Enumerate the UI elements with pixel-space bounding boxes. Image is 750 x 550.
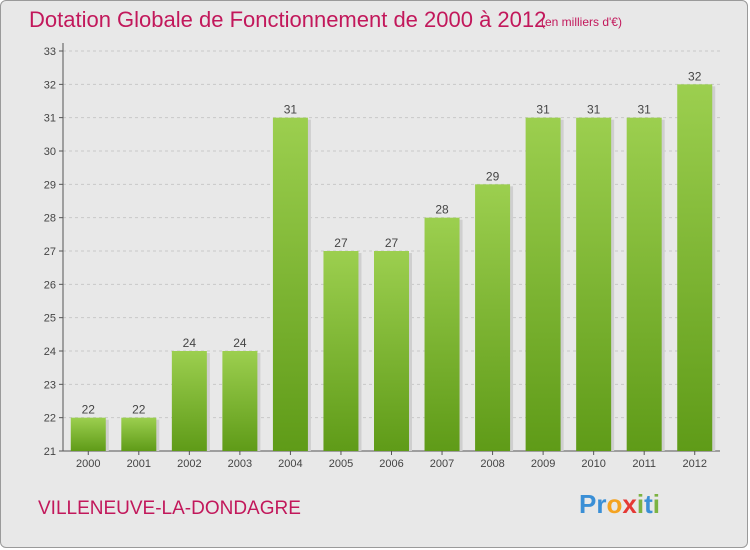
bar [424,217,460,451]
bar-value-label: 27 [334,236,348,250]
proxiti-logo[interactable]: Proxiti [579,489,660,520]
x-tick-label: 2000 [76,458,100,470]
x-tick-label: 2002 [177,458,201,470]
x-tick-label: 2008 [480,458,504,470]
x-tick-label: 2007 [430,458,454,470]
x-tick-label: 2011 [632,458,656,470]
x-tick-label: 2001 [127,458,151,470]
y-tick-label: 32 [44,79,56,91]
logo-letter: i [636,489,645,519]
chart-title: Dotation Globale de Fonctionnement de 20… [29,7,547,32]
bars [70,84,716,452]
x-tick-label: 2003 [228,458,252,470]
bar [677,84,713,451]
x-tick-label: 2010 [581,458,605,470]
logo-letter: o [606,489,623,519]
bar [576,117,612,452]
y-tick-label: 31 [44,113,56,125]
bar-value-label: 24 [233,336,247,350]
y-tick-label: 30 [44,146,56,158]
logo-letter: x [622,489,637,519]
bar-value-label: 22 [132,403,146,417]
bar-value-label: 31 [536,103,550,117]
bar-value-label: 27 [385,236,399,250]
bar [374,251,409,451]
y-tick-label: 22 [44,413,56,425]
bar [323,251,359,451]
bar [121,417,157,451]
bar-value-label: 32 [688,69,702,83]
x-tick-label: 2012 [682,458,706,470]
y-tick-label: 33 [44,46,56,58]
x-tick-label: 2006 [379,458,403,470]
logo-letter: P [579,489,597,519]
bar [475,184,511,452]
bar [222,351,258,451]
bar [171,351,207,451]
logo-letter: r [596,489,607,519]
bar-value-label: 31 [284,103,298,117]
bar [525,117,561,452]
y-tick-label: 26 [44,279,56,291]
y-tick-label: 29 [44,179,56,191]
bar-value-label: 31 [638,103,652,117]
bar [70,417,106,451]
x-tick-label: 2004 [278,458,302,470]
chart-subtitle: (en milliers d'€) [541,15,622,29]
y-tick-label: 27 [44,246,56,258]
bar-value-label: 28 [435,203,449,217]
y-tick-label: 21 [44,446,56,458]
bar [272,117,308,452]
commune-name: VILLENEUVE-LA-DONDAGRE [38,498,301,519]
y-tick-label: 28 [44,213,56,225]
bar-value-label: 24 [183,336,197,350]
logo-letter: t [644,489,653,519]
bar-value-label: 31 [587,103,601,117]
x-tick-label: 2009 [531,458,555,470]
bar-value-label: 22 [82,403,96,417]
bar [626,117,662,452]
y-tick-label: 23 [44,379,56,391]
bar-value-label: 29 [486,169,500,183]
y-tick-label: 25 [44,313,56,325]
x-tick-label: 2005 [329,458,353,470]
y-tick-label: 24 [44,346,56,358]
logo-letter: i [652,489,660,519]
labels: 21 22 23 24 25 26 27 28 29 30 31 32 33 2000 22 2001 22 20… [44,46,707,470]
